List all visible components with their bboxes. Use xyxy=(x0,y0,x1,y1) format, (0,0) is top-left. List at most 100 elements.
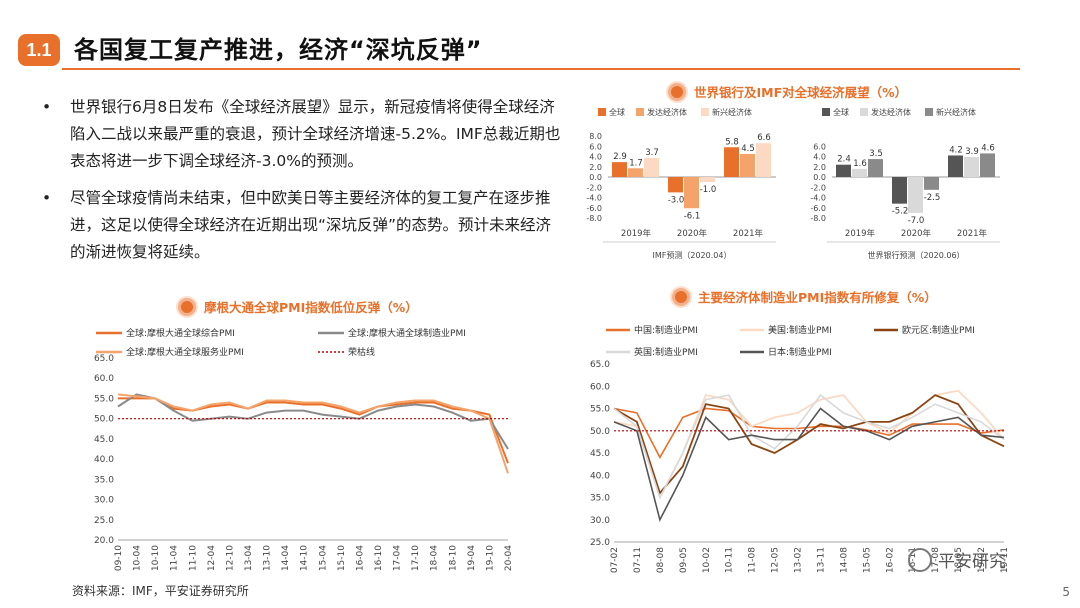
y-tick-label: -4.0 xyxy=(586,194,602,203)
title-divider xyxy=(62,68,1020,70)
y-tick-label: -4.0 xyxy=(810,194,826,203)
y-tick-label: -6.0 xyxy=(586,204,602,213)
bar xyxy=(700,177,715,183)
y-tick-label: -8.0 xyxy=(586,214,602,223)
legend-label: 日本:制造业PMI xyxy=(768,346,832,358)
y-tick-label: 2.0 xyxy=(589,163,602,172)
series-line xyxy=(613,407,1005,523)
legend-label: 荣枯线 xyxy=(348,346,375,358)
bar xyxy=(644,158,659,177)
series-line xyxy=(118,397,509,464)
legend-label: 全球 xyxy=(833,107,849,117)
legend-label: 发达经济体 xyxy=(871,107,911,117)
x-tick-label: 10-04 xyxy=(133,545,143,571)
legend-swatch xyxy=(860,108,868,116)
x-tick-label: 19-02 xyxy=(977,547,987,573)
manufacturing-pmi-chart: 中国:制造业PMI 美国:制造业PMI 欧元区:制造业PMI 英国:制造业PMI 日本:… xyxy=(590,324,1010,573)
page-number: 5 xyxy=(1062,585,1070,599)
legend-label: 新兴经济体 xyxy=(712,107,752,117)
y-tick-label: 0.0 xyxy=(813,173,826,182)
y-tick-label: -2.0 xyxy=(586,183,602,192)
bar-value-label: 2.4 xyxy=(837,155,851,165)
y-tick-label: 40.0 xyxy=(590,471,610,481)
legend-label: 美国:制造业PMI xyxy=(768,324,832,336)
x-tick-label: 09-10 xyxy=(114,545,124,571)
x-tick-label: 09-05 xyxy=(679,547,689,573)
watermark: 平安研究 xyxy=(908,547,1006,572)
series-line xyxy=(117,393,509,450)
jpm-chart-title: 摩根大通全球PMI指数低位反弹（%） xyxy=(178,297,418,316)
source-note: 资料来源：IMF，平安证券研究所 xyxy=(72,584,249,598)
x-tick-label: 10-02 xyxy=(702,547,712,573)
bullet-item: 尽管全球疫情尚未结束，但中欧美日等主要经济体的复工复产在逐步推进，这足以使得全球… xyxy=(42,185,562,266)
worldbank-forecast-chart: 全球 发达经济体 新兴经济体 6.0 4.02.00.0-2.0 -4.0-6.0-8.0… xyxy=(810,107,1000,260)
y-tick-label: -8.0 xyxy=(810,214,826,223)
y-tick-label: 8.0 xyxy=(589,132,602,141)
bar-value-label: 4.6 xyxy=(981,143,995,153)
x-tick-label: 13-10 xyxy=(263,545,273,571)
bar xyxy=(948,155,963,177)
x-tick-label: 15-10 xyxy=(337,545,347,571)
x-tick-label: 16-02 xyxy=(885,547,895,573)
y-tick-label: 55.0 xyxy=(590,405,610,415)
bar xyxy=(836,164,851,177)
bar xyxy=(668,177,683,193)
x-tick-label: 14-10 xyxy=(300,545,310,571)
series-line xyxy=(117,393,509,474)
chart-caption: 世界银行预测（2020.06） xyxy=(867,250,964,260)
legend-label: 新兴经济体 xyxy=(936,107,976,117)
section-badge: 1.1 xyxy=(18,34,60,66)
legend-label: 全球:摩根大通全球制造业PMI xyxy=(348,327,466,339)
bar-value-label: 3.7 xyxy=(645,148,659,158)
y-tick-label: 20.0 xyxy=(94,536,114,546)
x-tick-label: 19-10 xyxy=(485,545,495,571)
x-tick-label: 20-04 xyxy=(504,545,514,571)
series-line xyxy=(613,394,1005,495)
y-tick-label: 65.0 xyxy=(590,360,610,370)
bar xyxy=(724,147,739,177)
y-tick-label: 60.0 xyxy=(590,382,610,392)
legend-label: 中国:制造业PMI xyxy=(634,324,698,336)
y-tick-label: 6.0 xyxy=(589,142,602,151)
bar-chart-title: 世界银行及IMF对全球经济展望（%） xyxy=(668,82,907,101)
page-title: 各国复工复产推进，经济“深坑反弹” xyxy=(74,36,483,64)
legend-label: 发达经济体 xyxy=(647,107,687,117)
x-tick-label: 18-04 xyxy=(430,545,440,571)
x-tick-label: 12-05 xyxy=(771,547,781,573)
bullet-list: 世界银行6月8日发布《全球经济展望》显示，新冠疫情将使得全球经济陷入二战以来最严… xyxy=(42,94,562,276)
bar xyxy=(740,153,755,177)
bar-value-label: -5.2 xyxy=(892,207,909,217)
x-tick-label: 11-10 xyxy=(188,545,198,571)
jpm-chart-title-text: 摩根大通全球PMI指数低位反弹（%） xyxy=(204,300,418,315)
x-tick-label: 12-10 xyxy=(225,545,235,571)
bar-value-label: -1.0 xyxy=(700,185,717,195)
bar xyxy=(612,162,627,177)
bar xyxy=(980,153,995,177)
x-tick-label: 10-10 xyxy=(151,545,161,571)
x-tick-label: 12-04 xyxy=(207,545,217,571)
jpm-pmi-chart: 全球:摩根大通全球综合PMI 全球:摩根大通全球制造业PMI 全球:摩根大通全球服务… xyxy=(94,327,514,571)
imf-forecast-chart: 全球 发达经济体 新兴经济体8.06.04.02.00.0-2.0-4.0-6.0-… xyxy=(586,107,776,260)
x-tick-label: 18-10 xyxy=(448,545,458,571)
chat-bubble-icon xyxy=(908,547,932,572)
x-tick-label: 14-04 xyxy=(281,545,291,571)
bar xyxy=(756,143,771,177)
orange-ring-icon xyxy=(672,287,690,306)
y-tick-label: 25.0 xyxy=(94,516,114,526)
x-tick-label: 19-11 xyxy=(1000,547,1010,573)
y-tick-label: 4.0 xyxy=(813,153,826,162)
legend-swatch xyxy=(701,108,709,116)
x-tick-label: 08-08 xyxy=(656,547,666,573)
y-tick-label: 65.0 xyxy=(94,354,114,364)
bar xyxy=(868,159,883,177)
bar-value-label: 2.9 xyxy=(613,152,627,162)
y-tick-label: 2.0 xyxy=(813,163,826,172)
bar-value-label: 3.9 xyxy=(965,147,979,157)
y-tick-label: 55.0 xyxy=(94,394,114,404)
x-tick-label: 10-11 xyxy=(725,547,735,573)
legend-swatch xyxy=(598,108,606,116)
x-tick-label: 17-08 xyxy=(931,547,941,573)
bar xyxy=(684,177,699,209)
bar-value-label: 5.8 xyxy=(725,137,739,147)
